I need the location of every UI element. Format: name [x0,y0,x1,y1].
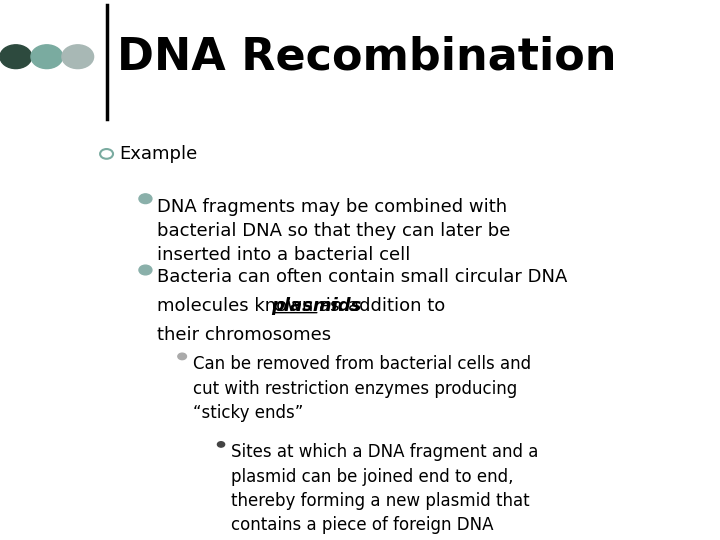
Circle shape [62,45,94,69]
Circle shape [139,265,152,275]
Text: Example: Example [119,145,197,163]
Text: molecules known as: molecules known as [157,297,345,315]
Circle shape [178,353,186,360]
Text: in addition to: in addition to [320,297,445,315]
Text: their chromosomes: their chromosomes [157,326,331,343]
Text: Bacteria can often contain small circular DNA: Bacteria can often contain small circula… [157,268,567,286]
Text: Sites at which a DNA fragment and a
plasmid can be joined end to end,
thereby fo: Sites at which a DNA fragment and a plas… [231,443,539,534]
Circle shape [31,45,63,69]
Circle shape [139,194,152,204]
Text: DNA Recombination: DNA Recombination [117,35,616,78]
Circle shape [0,45,32,69]
Text: DNA fragments may be combined with
bacterial DNA so that they can later be
inser: DNA fragments may be combined with bacte… [157,198,510,264]
Circle shape [217,442,225,447]
Text: Can be removed from bacterial cells and
cut with restriction enzymes producing
“: Can be removed from bacterial cells and … [193,355,531,422]
Text: plasmids: plasmids [271,297,361,315]
